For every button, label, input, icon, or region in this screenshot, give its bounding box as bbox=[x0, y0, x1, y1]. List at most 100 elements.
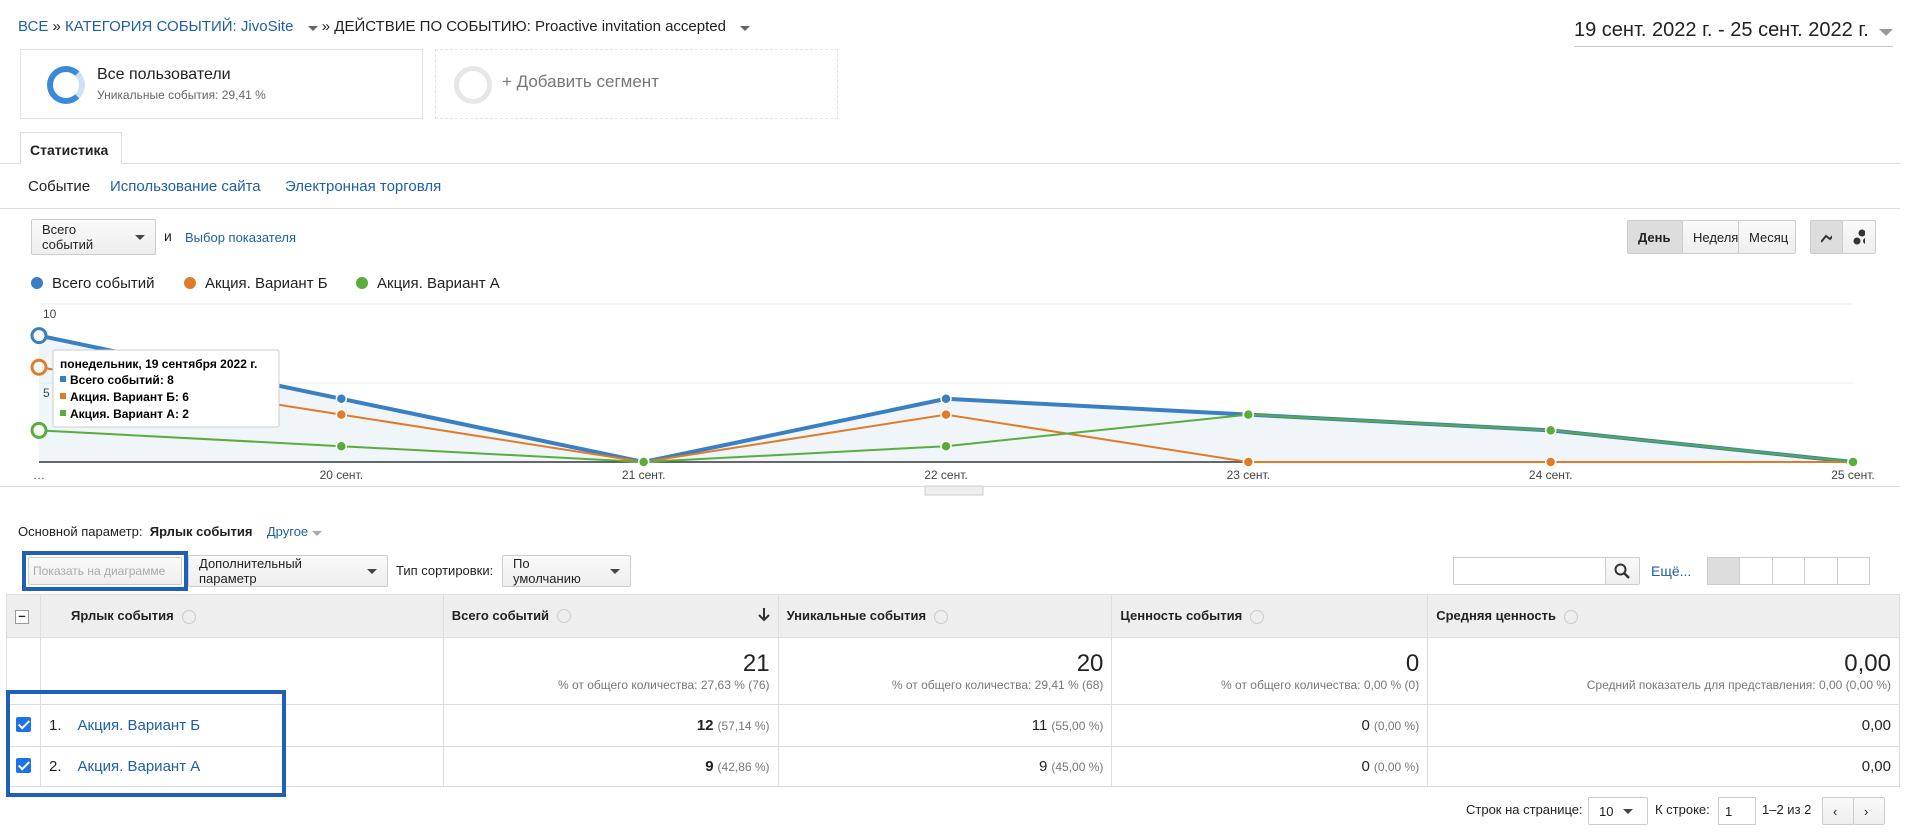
total-value: 0,00 bbox=[1844, 650, 1891, 677]
metric-select[interactable]: Всего событий bbox=[31, 219, 156, 255]
motion-view[interactable] bbox=[1842, 220, 1876, 254]
row-label[interactable]: Акция. Вариант Б bbox=[77, 717, 201, 734]
cell-value: 0 bbox=[1361, 758, 1370, 775]
chart-handle bbox=[924, 485, 984, 496]
checkbox[interactable] bbox=[15, 716, 31, 732]
next[interactable]: › bbox=[1853, 797, 1885, 825]
total-value: 21 bbox=[742, 650, 770, 677]
secondary-text: Дополнительный параметр bbox=[199, 556, 302, 586]
segment-name: Все пользователи bbox=[97, 66, 231, 83]
crumb-category-label[interactable]: КАТЕГОРИЯ СОБЫТИЙ: bbox=[65, 18, 237, 35]
metric-choice[interactable]: Выбор показателя bbox=[185, 230, 296, 245]
checkbox[interactable] bbox=[15, 757, 31, 773]
tooltip-swatch bbox=[60, 393, 66, 399]
date-range[interactable]: 19 сент. 2022 г. - 25 сент. 2022 г. bbox=[1574, 19, 1893, 47]
dimension-value[interactable]: Ярлык события bbox=[149, 524, 253, 539]
cell: 0,00 bbox=[1427, 704, 1900, 747]
add-segment-text: + Добавить сегмент bbox=[502, 72, 659, 91]
x-tick-label: 20 сент. bbox=[320, 468, 363, 482]
row-label[interactable]: Акция. Вариант А bbox=[77, 758, 201, 775]
rows-label: Строк на странице: bbox=[1466, 802, 1583, 817]
secondary-dim[interactable]: Дополнительный параметр bbox=[188, 555, 388, 587]
segment-ring bbox=[47, 66, 85, 104]
subtab[interactable]: Использование сайта bbox=[110, 178, 261, 195]
cell-value: 0,00 bbox=[1861, 717, 1891, 734]
subtab[interactable]: Электронная торговля bbox=[285, 178, 442, 195]
tooltip-swatch bbox=[60, 376, 66, 382]
tooltip-title: понедельник, 19 сентября 2022 г. bbox=[60, 357, 257, 371]
x-tick-label: 23 сент. bbox=[1227, 468, 1270, 482]
cell: 2. Акция. Вариант А bbox=[39, 746, 444, 787]
sort-arrow bbox=[757, 607, 770, 625]
data-row: 2. Акция. Вариант А 9 (42,86 %) 9 (45,00 %) 0(… bbox=[6, 746, 1900, 787]
cell: 1. Акция. Вариант Б bbox=[39, 704, 444, 747]
x-tick-label: 24 сент. bbox=[1529, 468, 1572, 482]
tooltip-swatch bbox=[60, 410, 66, 416]
cell-pct: (57,14 %) bbox=[717, 719, 770, 733]
dropdown[interactable] bbox=[307, 26, 318, 31]
segment-card[interactable]: Все пользователи Уникальные события: 29,… bbox=[20, 49, 423, 119]
header-cell[interactable]: Ценность события bbox=[1111, 594, 1429, 638]
rows-select[interactable]: 10 bbox=[1588, 797, 1648, 825]
sort-label: Тип сортировки: bbox=[396, 563, 494, 578]
and: и bbox=[164, 228, 172, 244]
more[interactable]: Ещё... bbox=[1651, 563, 1692, 579]
dropdown[interactable] bbox=[740, 26, 751, 31]
header-cell[interactable]: Ярлык события bbox=[39, 594, 444, 638]
data-row: 1. Акция. Вариант Б 12 (57,14 %) 11 (55,00 %)… bbox=[6, 704, 1900, 747]
highlight bbox=[6, 690, 286, 797]
cell: 0 (0,00 %) bbox=[1111, 704, 1429, 747]
dimension-label: Основной параметр: bbox=[18, 524, 143, 539]
sort-select[interactable]: По умолчанию bbox=[502, 555, 631, 587]
legend-swatch bbox=[184, 277, 196, 289]
total-note: Средний показатель для представления: 0,… bbox=[1586, 678, 1891, 692]
y-tick-label: 5 bbox=[43, 386, 50, 400]
dimension-other[interactable]: Другое bbox=[266, 524, 309, 539]
cell-value: 9 bbox=[1039, 758, 1048, 775]
prev[interactable]: ‹ bbox=[1822, 797, 1854, 825]
header-cell[interactable]: Средняя ценность bbox=[1427, 594, 1900, 638]
cell: 0 (0,00 %) bbox=[1111, 746, 1429, 787]
point bbox=[940, 393, 952, 405]
y-tick-label: 10 bbox=[43, 307, 57, 321]
search-button[interactable] bbox=[1605, 557, 1640, 585]
header-cell[interactable]: Уникальные события bbox=[777, 594, 1113, 638]
total-value: 0 bbox=[1405, 650, 1420, 677]
search-box[interactable] bbox=[1453, 557, 1606, 585]
help-icon bbox=[1563, 609, 1578, 624]
plot-rows[interactable]: Показать на диаграмме bbox=[28, 557, 182, 585]
cell: 12 (57,14 %) bbox=[442, 704, 779, 747]
cell-value: 9 bbox=[705, 758, 714, 775]
crumb-all[interactable]: ВСЕ bbox=[18, 18, 49, 35]
header-text: Уникальные события bbox=[786, 608, 927, 624]
help-icon bbox=[557, 609, 572, 624]
tab[interactable]: Статистика bbox=[20, 132, 122, 164]
view-switch[interactable] bbox=[1707, 557, 1870, 585]
period-month[interactable]: Месяц bbox=[1738, 220, 1796, 254]
period-week[interactable]: Неделя bbox=[1682, 220, 1739, 254]
point bbox=[1544, 424, 1557, 437]
cell: 11 (55,00 %) bbox=[777, 704, 1113, 747]
total-cell: 21% от общего количества: 27,63 % (76) bbox=[442, 637, 779, 705]
sort-text: По умолчанию bbox=[513, 556, 581, 586]
header-text: Средняя ценность bbox=[1436, 608, 1556, 624]
legend-label: Акция. Вариант А bbox=[377, 275, 500, 292]
cell bbox=[6, 746, 41, 787]
metric-text: Всего событий bbox=[42, 222, 94, 252]
total-cell: 0% от общего количества: 0,00 % (0) bbox=[1111, 637, 1429, 705]
header-cell[interactable]: Всего событий bbox=[442, 594, 779, 638]
point bbox=[335, 408, 348, 421]
cell-pct: (0,00 %) bbox=[1373, 719, 1420, 733]
row-index: 2. bbox=[48, 758, 62, 775]
crumb-category[interactable]: JivoSite bbox=[240, 18, 294, 35]
add-segment[interactable]: + Добавить сегмент bbox=[435, 49, 838, 119]
total-cell: 0,00 Средний показатель для представления… bbox=[1427, 637, 1900, 705]
goto-input[interactable]: 1 bbox=[1718, 797, 1756, 825]
legend-label: Акция. Вариант Б bbox=[205, 275, 328, 292]
tooltip-line: Акция. Вариант А: 2 bbox=[70, 407, 189, 421]
cell-pct: (42,86 %) bbox=[717, 760, 770, 774]
data-table: – Ярлык события Всего событий Уникальные со… bbox=[6, 594, 1900, 787]
header-text: Ценность события bbox=[1120, 608, 1243, 624]
subtab[interactable]: Событие bbox=[28, 178, 91, 195]
